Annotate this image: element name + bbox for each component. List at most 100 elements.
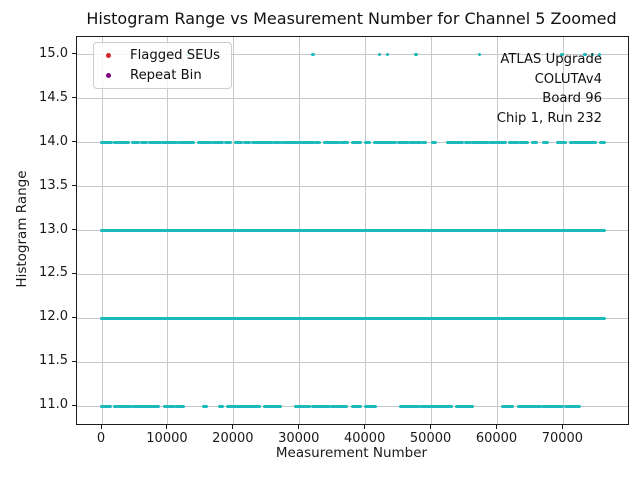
y-tick-mark bbox=[72, 229, 76, 230]
data-dot-run bbox=[100, 228, 607, 233]
y-tick-label: 13.0 bbox=[39, 221, 68, 237]
data-dot-run bbox=[340, 140, 349, 145]
legend-label-repeat-bin: Repeat Bin bbox=[130, 68, 202, 84]
chart-title: Histogram Range vs Measurement Number fo… bbox=[86, 9, 617, 28]
x-tick-mark bbox=[166, 425, 168, 429]
data-dot-run bbox=[201, 404, 208, 409]
data-dot-run bbox=[530, 140, 538, 145]
data-dot-run bbox=[243, 140, 252, 145]
data-dot-run bbox=[218, 404, 225, 409]
data-dot-run bbox=[518, 140, 529, 145]
y-tick-label: 12.0 bbox=[39, 309, 68, 325]
data-dot-run bbox=[130, 140, 141, 145]
data-dot-run bbox=[131, 404, 160, 409]
data-dot-run bbox=[313, 140, 322, 145]
x-tick-mark bbox=[100, 425, 102, 429]
data-dot-run bbox=[408, 140, 422, 145]
data-dot-run bbox=[140, 140, 148, 145]
gridline-horizontal bbox=[77, 273, 628, 275]
y-tick-mark bbox=[72, 53, 76, 55]
data-dot-run bbox=[350, 404, 363, 409]
data-dot-run bbox=[272, 140, 282, 145]
x-tick-mark bbox=[298, 425, 300, 429]
data-dot-run bbox=[435, 404, 453, 409]
data-dot-run bbox=[280, 140, 301, 145]
data-dot-run bbox=[363, 404, 377, 409]
data-dot-run bbox=[211, 140, 225, 145]
x-tick-mark bbox=[496, 425, 497, 429]
annotation-line-4: Chip 1, Run 232 bbox=[496, 110, 602, 126]
legend-entry-flagged-seus: Flagged SEUs bbox=[94, 45, 231, 65]
repeat-bin-dot-icon bbox=[106, 73, 111, 79]
y-tick-label: 12.5 bbox=[39, 265, 68, 281]
y-tick-label: 11.0 bbox=[39, 397, 68, 413]
plot-area: ATLAS Upgrade COLUTAv4 Board 96 Chip 1, … bbox=[76, 36, 629, 425]
y-tick-mark bbox=[72, 360, 76, 362]
data-dot-run bbox=[517, 404, 543, 409]
data-dot-run bbox=[396, 140, 409, 145]
x-axis-label: Measurement Number bbox=[275, 445, 428, 461]
data-dot bbox=[477, 52, 482, 57]
data-dot-run bbox=[431, 140, 438, 145]
legend: Flagged SEUs Repeat Bin bbox=[93, 42, 232, 89]
data-dot-run bbox=[294, 404, 312, 409]
x-tick-mark bbox=[430, 425, 432, 429]
data-dot-run bbox=[251, 140, 273, 145]
data-dot-run bbox=[298, 140, 315, 145]
data-dot-run bbox=[487, 140, 508, 145]
data-dot bbox=[560, 52, 564, 57]
data-dot-run bbox=[100, 404, 112, 409]
data-dot bbox=[311, 52, 315, 57]
data-dot-run bbox=[226, 404, 246, 409]
data-dot bbox=[590, 52, 595, 57]
legend-label-flagged-seus: Flagged SEUs bbox=[130, 47, 220, 63]
data-dot-run bbox=[224, 140, 233, 145]
data-dot-run bbox=[363, 140, 371, 145]
data-dot-run bbox=[540, 404, 564, 409]
data-dot-run bbox=[464, 140, 472, 145]
gridline-horizontal bbox=[77, 361, 628, 363]
y-tick-label: 13.5 bbox=[39, 177, 68, 193]
data-dot-run bbox=[243, 404, 262, 409]
annotation-line-2: COLUTAv4 bbox=[534, 71, 602, 87]
annotation-text: ATLAS Upgrade COLUTAv4 Board 96 Chip 1, … bbox=[497, 50, 602, 128]
gridline-horizontal bbox=[77, 186, 628, 188]
flagged-seus-dot-icon bbox=[106, 52, 111, 58]
data-dot-run bbox=[470, 140, 490, 145]
y-tick-mark bbox=[72, 272, 76, 274]
data-dot-run bbox=[263, 404, 282, 409]
data-dot-run bbox=[176, 140, 195, 145]
x-tick-label: 70000 bbox=[541, 431, 584, 446]
data-dot-run bbox=[162, 404, 177, 409]
data-dot-run bbox=[563, 404, 582, 409]
data-dot bbox=[385, 52, 390, 57]
data-dot bbox=[583, 52, 587, 57]
data-dot-run bbox=[197, 140, 213, 145]
y-tick-label: 14.5 bbox=[39, 89, 68, 105]
data-dot-run bbox=[507, 140, 521, 145]
x-tick-label: 50000 bbox=[409, 431, 452, 446]
data-dot bbox=[597, 52, 602, 57]
data-dot-run bbox=[112, 140, 130, 145]
y-tick-label: 11.5 bbox=[39, 353, 68, 369]
data-dot-run bbox=[542, 140, 550, 145]
y-tick-mark bbox=[72, 97, 76, 99]
x-tick-label: 60000 bbox=[475, 431, 518, 446]
data-dot bbox=[413, 52, 418, 57]
y-tick-label: 15.0 bbox=[39, 45, 68, 61]
y-tick-mark bbox=[72, 404, 76, 406]
data-dot-run bbox=[350, 140, 363, 145]
y-tick-mark bbox=[72, 316, 76, 318]
data-dot-run bbox=[148, 140, 163, 145]
x-tick-mark bbox=[232, 425, 234, 429]
data-dot-run bbox=[420, 140, 428, 145]
data-dot-run bbox=[398, 404, 420, 409]
data-dot-run bbox=[113, 404, 134, 409]
data-dot-run bbox=[311, 404, 332, 409]
y-tick-mark bbox=[72, 141, 76, 143]
data-dot bbox=[377, 52, 382, 57]
x-tick-mark bbox=[364, 425, 366, 429]
y-tick-label: 14.0 bbox=[39, 133, 68, 149]
data-dot-run bbox=[598, 140, 607, 145]
data-dot-run bbox=[100, 140, 114, 145]
